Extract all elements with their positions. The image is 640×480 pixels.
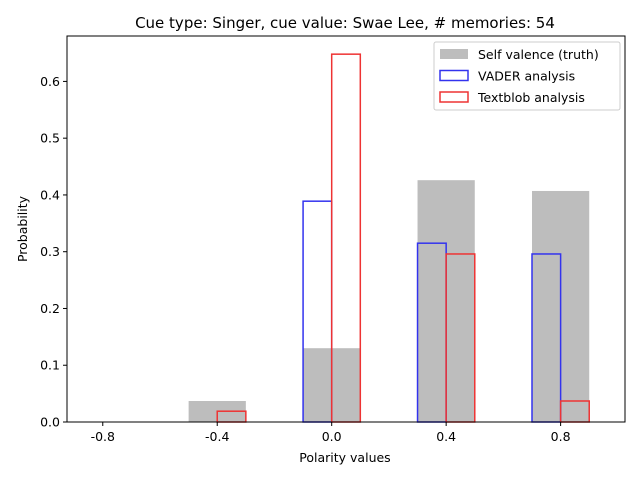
plot-frame [66, 35, 626, 423]
legend-swatch [440, 49, 468, 59]
y-tick-label: 0.3 [40, 244, 60, 259]
x-axis-label: Polarity values [299, 450, 390, 465]
x-tick-label: 0.4 [436, 429, 456, 444]
x-tick-label: -0.4 [205, 429, 229, 444]
legend-label: Textblob analysis [477, 90, 585, 105]
legend: Self valence (truth) VADER analysis Textbl… [433, 41, 621, 111]
x-tick-label: 0.0 [322, 429, 342, 444]
axes-layer: 0.0 0.1 0.2 0.3 0.4 0.5 0.6 -0.8 -0.4 0.0 0.4 0.8 [40, 35, 626, 444]
legend-label: Self valence (truth) [478, 47, 599, 62]
legend-swatch [439, 69, 469, 82]
x-tick-label: -0.8 [91, 429, 115, 444]
x-tick-label: 0.8 [551, 429, 571, 444]
y-tick-label: 0.2 [40, 301, 60, 316]
legend-box [433, 41, 621, 111]
legend-swatch [439, 91, 469, 103]
y-tick-label: 0.6 [40, 74, 60, 89]
y-tick-label: 0.4 [40, 187, 60, 202]
y-tick-label: 0.1 [40, 358, 60, 373]
chart-title: Cue type: Singer, cue value: Swae Lee, #… [135, 14, 555, 32]
y-tick-label: 0.5 [40, 131, 60, 146]
y-axis-label: Probability [15, 195, 30, 262]
y-tick-label: 0.0 [40, 415, 60, 430]
legend-label: VADER analysis [478, 69, 575, 84]
